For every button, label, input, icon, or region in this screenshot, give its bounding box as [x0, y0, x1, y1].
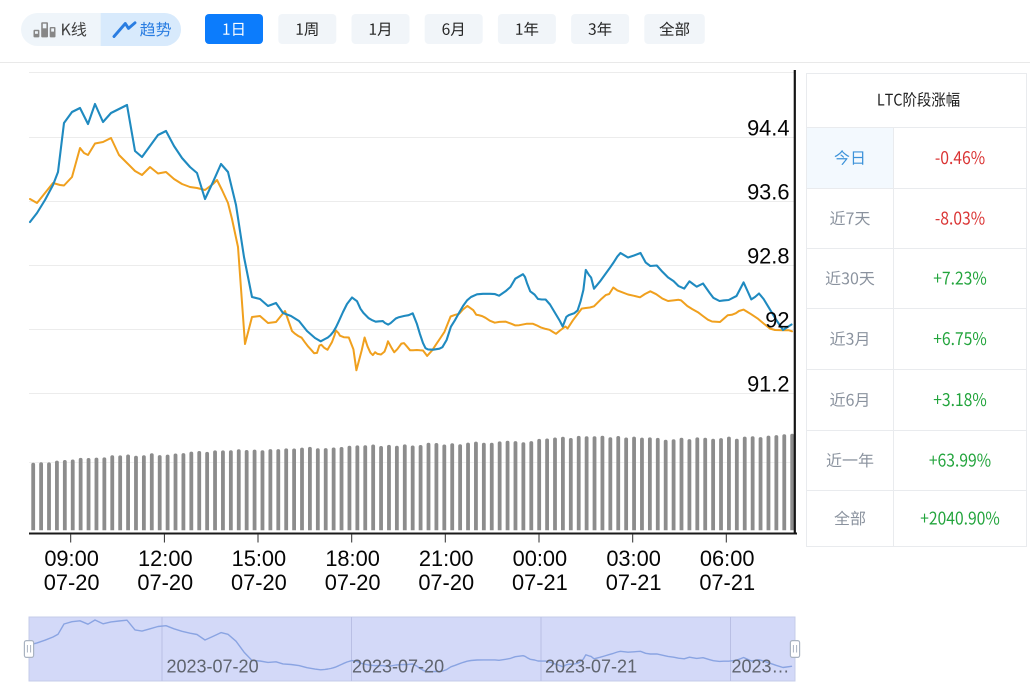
svg-text:03:00: 03:00	[606, 546, 661, 571]
svg-text:07-21: 07-21	[512, 570, 568, 595]
svg-text:07-21: 07-21	[699, 570, 755, 595]
svg-text:07-20: 07-20	[325, 570, 381, 595]
svg-text:93.6: 93.6	[747, 179, 789, 204]
svg-text:15:00: 15:00	[232, 546, 287, 571]
svg-text:06:00: 06:00	[700, 546, 755, 571]
svg-text:12:00: 12:00	[138, 546, 193, 571]
svg-text:00:00: 00:00	[513, 546, 568, 571]
svg-text:2023…: 2023…	[732, 657, 790, 677]
svg-text:07-20: 07-20	[231, 570, 287, 595]
svg-text:92.8: 92.8	[747, 243, 789, 268]
svg-text:92: 92	[765, 308, 789, 333]
svg-text:2023-07-20: 2023-07-20	[167, 657, 259, 677]
svg-text:07-21: 07-21	[606, 570, 662, 595]
svg-text:07-20: 07-20	[418, 570, 474, 595]
svg-text:2023-07-20: 2023-07-20	[352, 657, 444, 677]
svg-text:2023-07-21: 2023-07-21	[545, 657, 637, 677]
svg-text:07-20: 07-20	[137, 570, 193, 595]
svg-text:07-20: 07-20	[44, 570, 100, 595]
svg-text:91.2: 91.2	[747, 372, 789, 397]
svg-text:09:00: 09:00	[44, 546, 99, 571]
svg-text:94.4: 94.4	[747, 115, 789, 140]
svg-text:18:00: 18:00	[325, 546, 380, 571]
svg-text:21:00: 21:00	[419, 546, 474, 571]
